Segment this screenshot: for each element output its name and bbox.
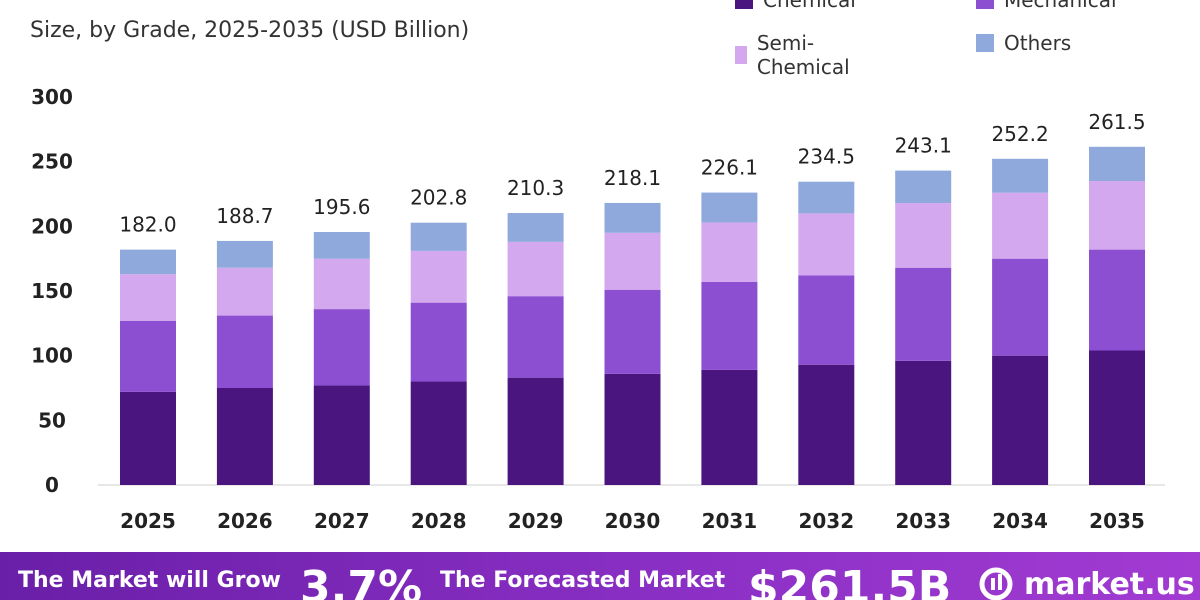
bar-segment-mechanical (313, 309, 370, 386)
bar-segment-mechanical (120, 320, 176, 392)
legend-item-others: Others (976, 31, 1071, 55)
bar-total-label: 182.0 (119, 213, 176, 237)
market-logo-icon (979, 567, 1013, 600)
bar-total-label: 218.1 (604, 166, 661, 190)
bar-total-label: 252.2 (991, 122, 1048, 146)
bar-segment-semi-chemical (216, 267, 273, 316)
bar-segment-semi-chemical (120, 274, 176, 321)
legend-swatch-others (976, 34, 994, 52)
legend-label-others: Others (1004, 31, 1072, 55)
legend-item-chemical: Chemical (735, 0, 856, 12)
bar-segment-chemical (216, 388, 273, 485)
footer-cagr-value: 3.7% (300, 562, 423, 600)
bar-segment-mechanical (895, 267, 952, 361)
bar-total-label: 210.3 (507, 176, 564, 200)
footer-market-value: $261.5B (748, 562, 952, 600)
y-tick-label: 50 (38, 408, 66, 432)
y-tick-label: 200 (31, 214, 73, 238)
bar-segment-chemical (410, 381, 467, 485)
bar-segment-others (410, 222, 467, 251)
bar-segment-chemical (604, 373, 661, 485)
footer-banner: The Market will Grow 3.7% The Forecasted… (0, 552, 1200, 600)
x-tick-label: 2030 (605, 509, 661, 533)
bar-segment-others (507, 213, 564, 242)
bar-segment-chemical (798, 364, 855, 485)
bar-segment-mechanical (798, 275, 855, 365)
bar-segment-chemical (313, 385, 370, 485)
bar-segment-mechanical (410, 302, 467, 382)
x-tick-label: 2033 (895, 509, 951, 533)
legend-swatch-semi-chemical (735, 46, 747, 64)
bar-total-label: 243.1 (895, 134, 952, 158)
bar-segment-chemical (895, 360, 952, 485)
bar-segment-others (798, 181, 855, 214)
footer-forecast-text: The Forecasted Market (440, 568, 726, 593)
bar-total-label: 195.6 (313, 195, 370, 219)
bar-segment-mechanical (216, 315, 273, 388)
x-tick-label: 2027 (314, 509, 370, 533)
bar-segment-semi-chemical (410, 250, 467, 303)
legend-label-mechanical: Mechanical (1004, 0, 1117, 12)
bar-segment-chemical (1089, 350, 1145, 485)
bar-segment-mechanical (701, 281, 758, 370)
x-tick-label: 2025 (120, 509, 176, 533)
x-tick-label: 2029 (508, 509, 564, 533)
x-tick-label: 2031 (702, 509, 758, 533)
x-tick-label: 2026 (217, 509, 273, 533)
x-tick-label: 2035 (1089, 509, 1145, 533)
legend-label-chemical: Chemical (763, 0, 856, 12)
bar-segment-semi-chemical (701, 222, 758, 282)
bar-segment-semi-chemical (895, 203, 952, 268)
bar-segment-others (216, 240, 273, 268)
bar-segment-chemical (701, 369, 758, 485)
legend-item-semi-chemical: Semi-Chemical (735, 31, 856, 79)
brand-name: market.us (1024, 566, 1195, 600)
chart-subtitle: Size, by Grade, 2025-2035 (USD Billion) (30, 18, 470, 43)
bar-segment-chemical (507, 377, 564, 485)
bar-segment-semi-chemical (604, 232, 661, 290)
bar-segment-semi-chemical (1089, 181, 1145, 250)
bar-segment-others (120, 249, 176, 275)
bar-segment-others (313, 232, 370, 259)
brand-logo: market.us (976, 564, 1195, 600)
legend-swatch-chemical (735, 0, 753, 9)
bar-segment-others (604, 202, 661, 233)
bar-segment-others (992, 158, 1049, 193)
bar-total-label: 202.8 (410, 186, 467, 210)
bar-segment-semi-chemical (798, 213, 855, 276)
bar-total-label: 261.5 (1088, 110, 1145, 134)
legend-item-mechanical: Mechanical (976, 0, 1117, 12)
bar-total-label: 226.1 (701, 156, 758, 180)
bar-total-label: 234.5 (798, 145, 855, 169)
footer-grow-text: The Market will Grow (18, 568, 281, 593)
bar-segment-semi-chemical (507, 241, 564, 297)
y-tick-label: 150 (31, 279, 73, 303)
bar-segment-others (1089, 146, 1145, 182)
bar-segment-chemical (120, 391, 176, 485)
bar-segment-semi-chemical (992, 192, 1049, 259)
bar-segment-others (701, 192, 758, 223)
bar-segment-others (895, 170, 952, 204)
bar-segment-mechanical (1089, 249, 1145, 351)
y-tick-label: 300 (31, 85, 73, 109)
y-tick-label: 100 (31, 344, 73, 368)
x-tick-label: 2032 (798, 509, 854, 533)
bar-segment-chemical (992, 355, 1049, 485)
stacked-bar-chart: 0 50 100 150 200 250 300 182.0 2025 188.7 2026 195.… (31, 85, 1165, 533)
legend-label-semi-chemical: Semi-Chemical (756, 31, 850, 79)
bar-segment-semi-chemical (313, 258, 370, 310)
y-tick-label: 250 (31, 150, 73, 174)
x-tick-label: 2034 (992, 509, 1048, 533)
x-tick-label: 2028 (411, 509, 467, 533)
legend-swatch-mechanical (976, 0, 994, 9)
bar-segment-mechanical (507, 296, 564, 378)
bar-total-label: 188.7 (216, 204, 273, 228)
bar-segment-mechanical (992, 258, 1049, 356)
y-tick-label: 0 (45, 473, 59, 497)
bar-segment-mechanical (604, 289, 661, 374)
